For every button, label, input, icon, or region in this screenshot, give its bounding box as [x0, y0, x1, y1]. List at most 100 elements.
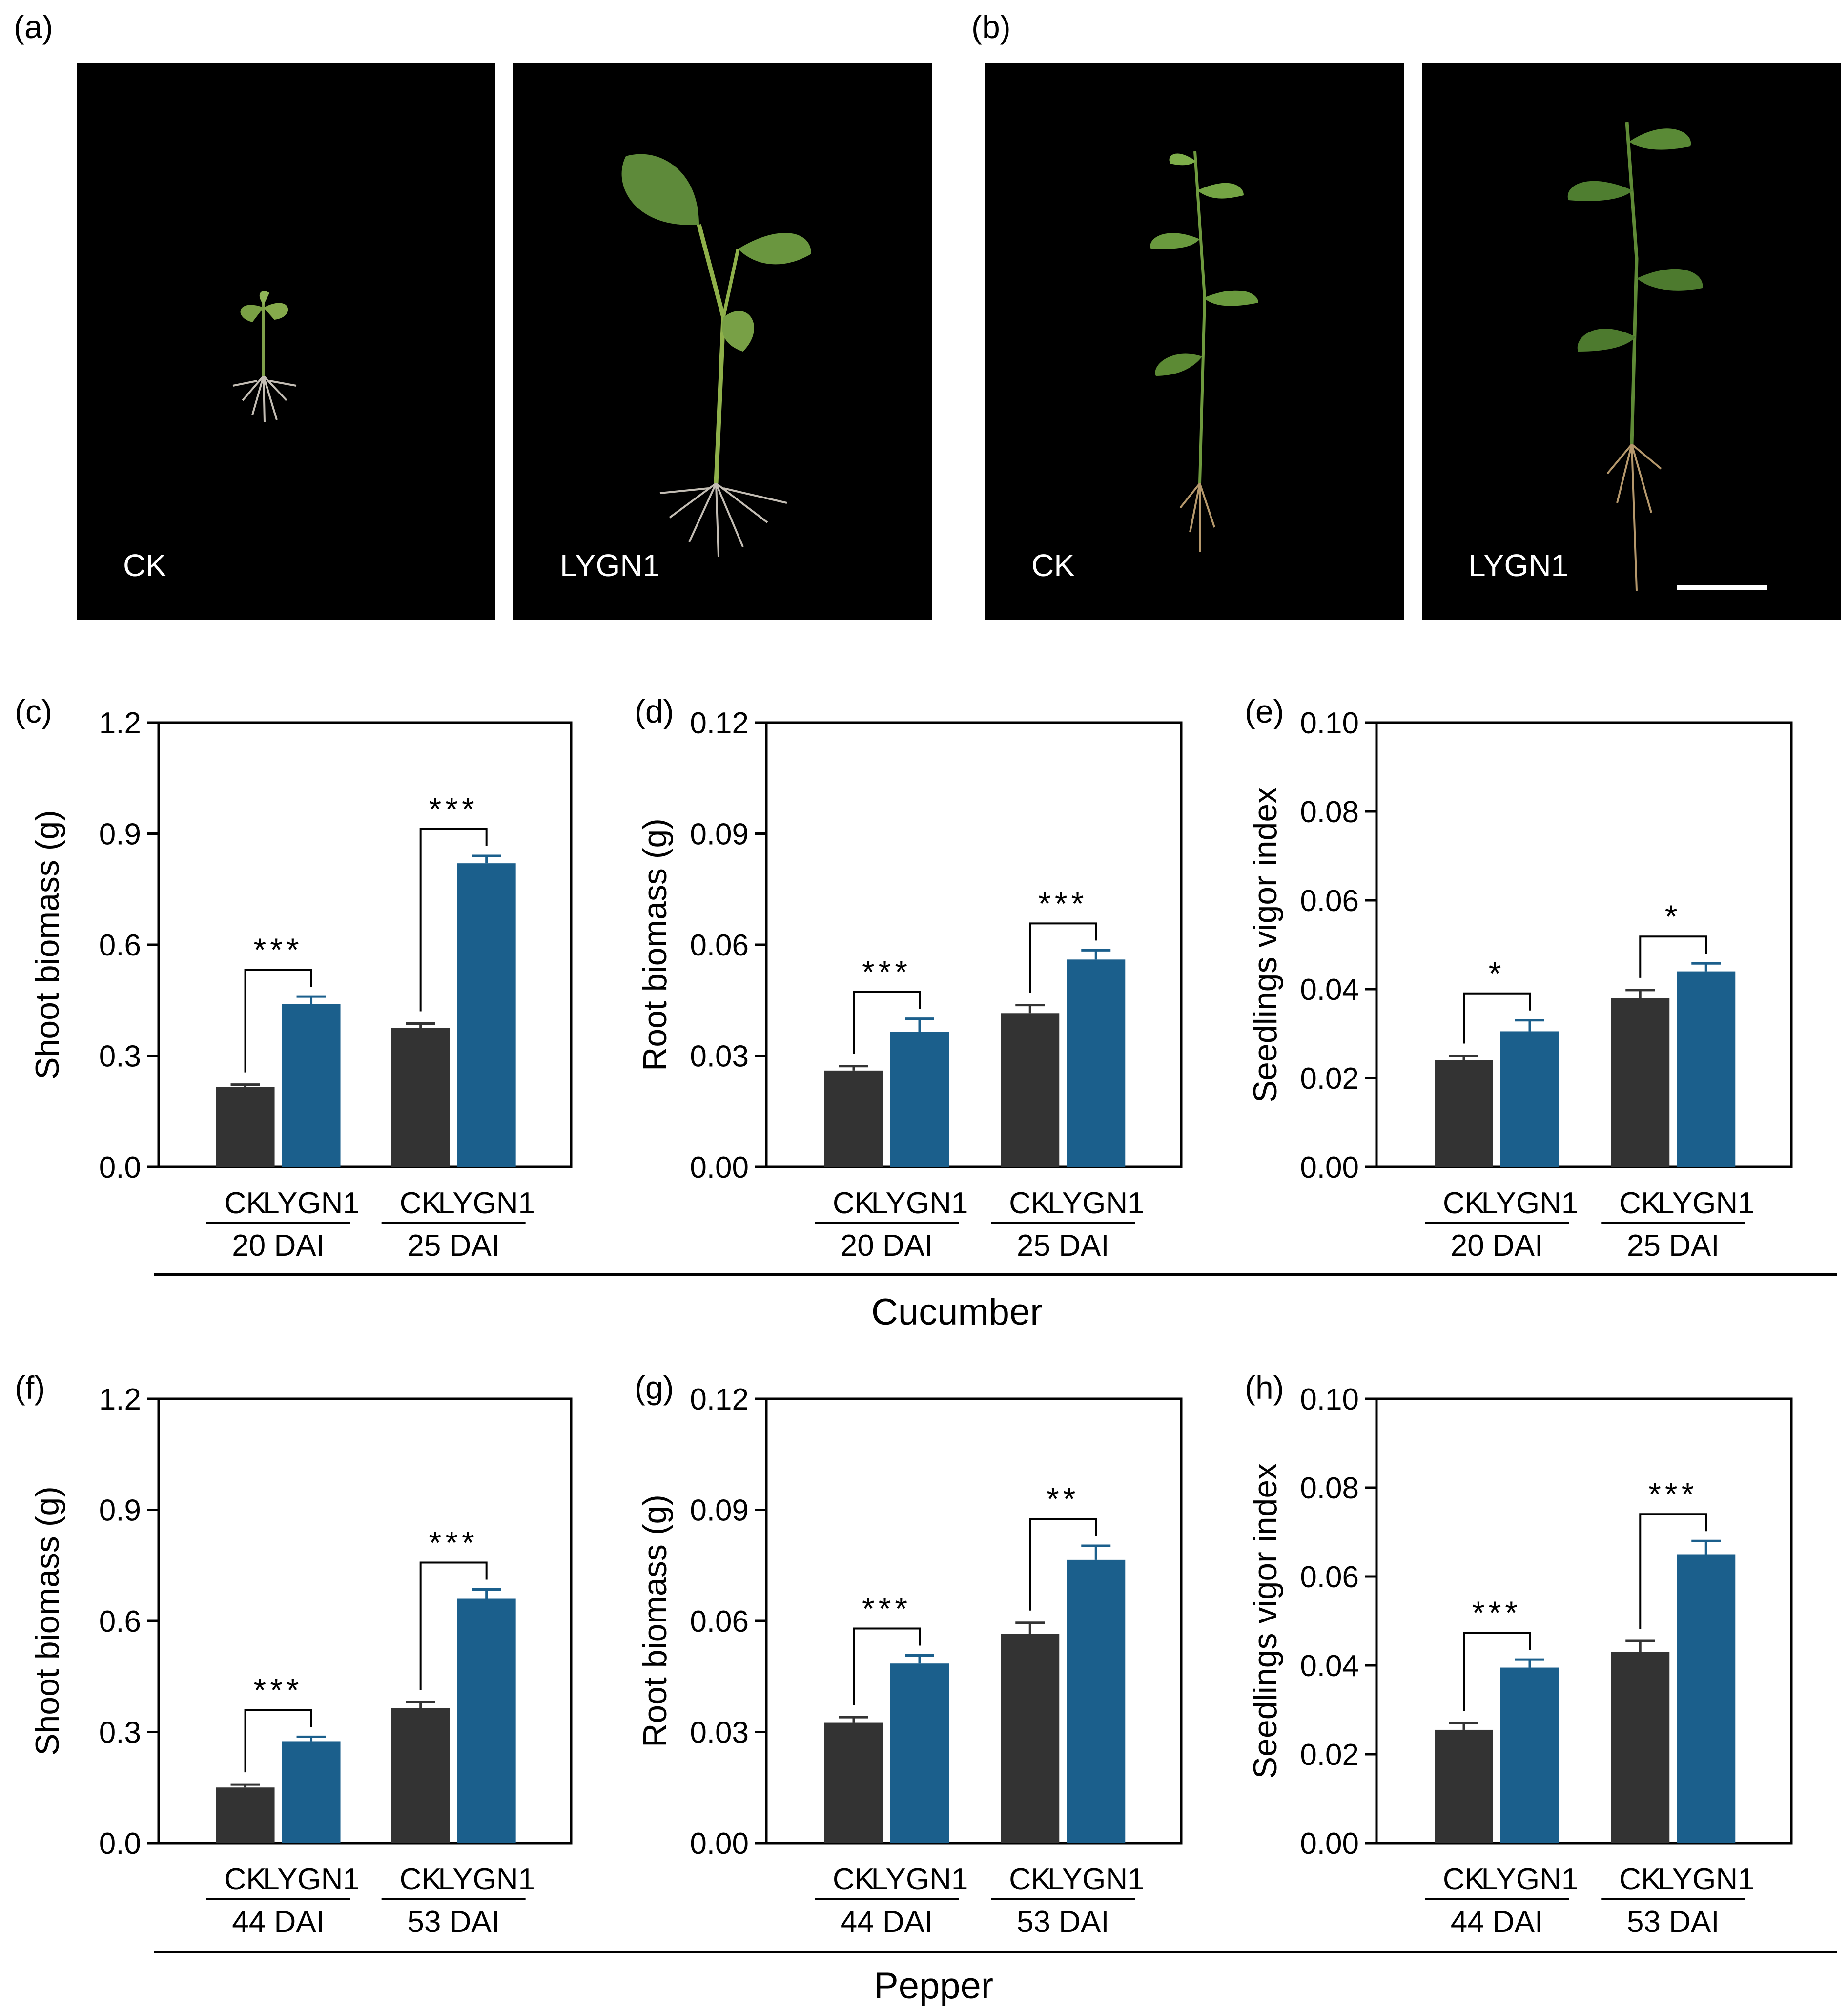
bar-ck: [824, 1070, 883, 1167]
cucumber-section-rule: [154, 1273, 1837, 1276]
y-tick-label: 0.10: [1300, 706, 1359, 740]
plant-illustration: [621, 154, 811, 557]
panel-label: (g): [635, 1370, 674, 1406]
y-axis-label: Root biomass (g): [637, 818, 674, 1071]
category-label: CK: [1443, 1863, 1485, 1896]
category-label: CK: [1443, 1186, 1485, 1220]
significance-bracket: [1639, 1513, 1707, 1629]
photo-pepper-ck: CK: [985, 63, 1404, 620]
plant-illustration: [1150, 151, 1258, 552]
photo-pepper-lygn1: LYGN1: [1422, 63, 1841, 620]
bar-ck: [1001, 1634, 1060, 1843]
group-label: 25 DAI: [407, 1229, 500, 1263]
bar-ck: [1611, 998, 1670, 1167]
panel-label: (e): [1245, 693, 1284, 729]
y-tick-label: 0.08: [1300, 1472, 1359, 1505]
y-axis-label: Root biomass (g): [637, 1494, 674, 1747]
bar-lygn1: [457, 863, 516, 1167]
category-label: LYGN1: [1481, 1186, 1579, 1220]
significance-bracket: [1463, 992, 1531, 1044]
group-label: 20 DAI: [1451, 1229, 1543, 1263]
bar-lygn1: [1500, 1667, 1559, 1843]
panel-label: (h): [1245, 1370, 1284, 1406]
bar-lygn1: [1067, 1559, 1126, 1843]
bar-lygn1: [1677, 971, 1736, 1167]
y-axis-label: Shoot biomass (g): [29, 810, 66, 1079]
category-label: LYGN1: [871, 1863, 968, 1896]
category-label: CK: [224, 1186, 266, 1220]
category-label: CK: [833, 1186, 875, 1220]
panel-label-a: (a): [14, 9, 53, 45]
y-tick-label: 0.12: [690, 1383, 749, 1416]
significance-stars: ***: [1472, 1595, 1521, 1631]
bar-lygn1: [457, 1598, 516, 1843]
y-tick-label: 0.03: [690, 1040, 749, 1074]
significance-stars: **: [1047, 1481, 1079, 1517]
photo-caption: LYGN1: [560, 548, 660, 583]
significance-stars: ***: [1648, 1476, 1698, 1512]
bar-lygn1: [890, 1032, 949, 1167]
y-tick-label: 0.06: [1300, 884, 1359, 918]
y-tick-label: 1.2: [99, 706, 141, 740]
panel-label: (f): [15, 1370, 45, 1406]
bar-lygn1: [1677, 1554, 1736, 1843]
group-label: 44 DAI: [841, 1905, 933, 1939]
category-label: CK: [833, 1863, 875, 1896]
y-tick-label: 0.04: [1300, 1649, 1359, 1683]
photo-caption: CK: [123, 548, 166, 583]
y-tick-label: 0.10: [1300, 1383, 1359, 1416]
group-label: 20 DAI: [232, 1229, 325, 1263]
panel-label: (d): [635, 693, 674, 729]
y-tick-label: 0.6: [99, 1605, 141, 1639]
group-label: 44 DAI: [232, 1905, 325, 1939]
category-label: LYGN1: [263, 1186, 360, 1220]
bar-lygn1: [1500, 1031, 1559, 1167]
y-axis-label: Seedlings vigor index: [1247, 1463, 1284, 1779]
y-tick-label: 0.00: [1300, 1827, 1359, 1861]
plot-frame: [1375, 1397, 1793, 1845]
significance-stars: ***: [254, 932, 303, 968]
y-tick-label: 0.06: [690, 929, 749, 962]
category-label: LYGN1: [263, 1863, 360, 1896]
significance-bracket: [1463, 1632, 1531, 1711]
bar-ck: [391, 1028, 450, 1167]
category-label: LYGN1: [438, 1186, 535, 1220]
group-label: 20 DAI: [841, 1229, 933, 1263]
y-tick-label: 0.09: [690, 1494, 749, 1528]
category-label: CK: [224, 1863, 266, 1896]
pepper-section-rule: [154, 1951, 1837, 1953]
plot-frame: [1375, 721, 1793, 1168]
panel-label: (c): [15, 693, 52, 729]
significance-bracket: [419, 828, 488, 1012]
significance-stars: ***: [429, 791, 478, 827]
y-tick-label: 0.12: [690, 706, 749, 740]
significance-bracket: [1029, 922, 1097, 993]
y-tick-label: 0.00: [1300, 1151, 1359, 1184]
y-tick-label: 0.9: [99, 1494, 141, 1528]
bar-ck: [1611, 1652, 1670, 1843]
y-tick-label: 0.04: [1300, 973, 1359, 1007]
cucumber-section-label: Cucumber: [871, 1291, 1043, 1333]
y-axis-label: Seedlings vigor index: [1247, 787, 1284, 1102]
group-label: 44 DAI: [1451, 1905, 1543, 1939]
pepper-section-label: Pepper: [874, 1965, 994, 2007]
group-label: 25 DAI: [1017, 1229, 1109, 1263]
significance-bracket: [419, 1561, 488, 1690]
significance-bracket: [244, 969, 312, 1073]
y-tick-label: 0.6: [99, 929, 141, 962]
scale-bar: [1677, 585, 1767, 590]
y-tick-label: 0.00: [690, 1151, 749, 1184]
category-label: CK: [400, 1863, 442, 1896]
bar-ck: [391, 1708, 450, 1843]
photo-cucumber-lygn1: LYGN1: [513, 63, 932, 620]
bar-ck: [216, 1787, 275, 1843]
significance-stars: ***: [429, 1525, 478, 1561]
bar-ck: [1435, 1729, 1493, 1843]
y-tick-label: 0.02: [1300, 1062, 1359, 1096]
y-tick-label: 0.06: [690, 1605, 749, 1639]
panel-label-b: (b): [971, 9, 1011, 45]
bar-lygn1: [1067, 959, 1126, 1167]
y-tick-label: 0.03: [690, 1716, 749, 1750]
significance-bracket: [853, 991, 921, 1054]
